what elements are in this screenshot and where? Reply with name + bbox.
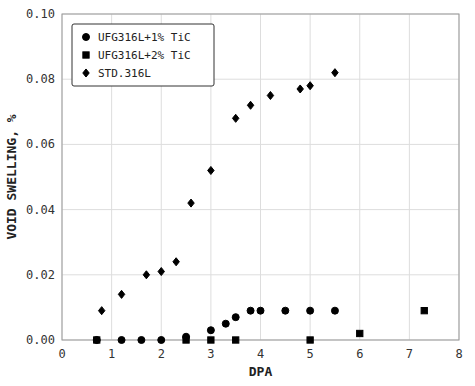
point bbox=[232, 314, 239, 321]
tick-label: 4 bbox=[257, 347, 264, 361]
point bbox=[247, 307, 254, 314]
x-axis-label: DPA bbox=[249, 364, 273, 379]
point bbox=[307, 307, 314, 314]
tick-label: 8 bbox=[455, 347, 462, 361]
marks bbox=[93, 69, 427, 344]
point bbox=[331, 307, 338, 314]
point bbox=[158, 337, 165, 344]
point bbox=[98, 307, 104, 315]
tick-label: 7 bbox=[406, 347, 413, 361]
grid-line bbox=[260, 14, 261, 340]
grid-line bbox=[62, 144, 459, 145]
point bbox=[118, 337, 125, 344]
point bbox=[138, 337, 145, 344]
point bbox=[332, 69, 338, 77]
legend-box bbox=[72, 24, 214, 86]
tick-label: 0.04 bbox=[26, 203, 55, 217]
point bbox=[233, 337, 239, 343]
legend-label: UFG316L+2% TiC bbox=[98, 49, 191, 62]
point bbox=[247, 101, 253, 109]
point bbox=[158, 268, 164, 276]
grid-line bbox=[310, 14, 311, 340]
point bbox=[307, 82, 313, 90]
tick-label: 6 bbox=[356, 347, 363, 361]
point bbox=[208, 337, 214, 343]
tick-label: 5 bbox=[307, 347, 314, 361]
legend-marker bbox=[83, 52, 89, 58]
point bbox=[188, 199, 194, 207]
tick-label: 0 bbox=[58, 347, 65, 361]
tick-label: 0.10 bbox=[26, 7, 55, 21]
point bbox=[93, 337, 100, 344]
point bbox=[94, 337, 100, 343]
tick-label: 0.06 bbox=[26, 137, 55, 151]
series bbox=[94, 308, 428, 344]
plot-frame bbox=[62, 14, 459, 340]
grid-line bbox=[62, 209, 459, 210]
point bbox=[143, 271, 149, 279]
grid-line bbox=[359, 14, 360, 340]
chart: 0 1 2 3 4 5 6 7 8 0.00 0.02 0.04 0.06 0.08 0.10 DPA VOID… bbox=[0, 0, 475, 386]
y-axis-label: VOID SWELLING, % bbox=[4, 114, 19, 239]
point bbox=[357, 330, 363, 336]
tick-label: 2 bbox=[158, 347, 165, 361]
grid-line bbox=[62, 274, 459, 275]
grid bbox=[62, 14, 459, 340]
point bbox=[267, 91, 273, 99]
legend-label: UFG316L+1% TiC bbox=[98, 31, 191, 44]
background bbox=[0, 0, 475, 386]
series bbox=[98, 69, 338, 315]
point bbox=[282, 307, 289, 314]
legend-label: STD.316L bbox=[98, 67, 151, 80]
point bbox=[118, 290, 124, 298]
tick-label: 0.02 bbox=[26, 268, 55, 282]
point bbox=[232, 114, 238, 122]
point bbox=[183, 337, 189, 343]
axes: 0 1 2 3 4 5 6 7 8 0.00 0.02 0.04 0.06 0.08 0.10 bbox=[26, 7, 463, 361]
point bbox=[173, 258, 179, 266]
legend: UFG316L+1% TiC UFG316L+2% TiC STD.316L bbox=[72, 24, 214, 86]
tick-label: 0.08 bbox=[26, 72, 55, 86]
tick-label: 0.00 bbox=[26, 333, 55, 347]
point bbox=[257, 307, 264, 314]
tick-label: 1 bbox=[108, 347, 115, 361]
tick-label: 3 bbox=[207, 347, 214, 361]
series bbox=[93, 307, 338, 343]
point bbox=[307, 337, 313, 343]
point bbox=[208, 166, 214, 174]
point bbox=[297, 85, 303, 93]
point bbox=[421, 308, 427, 314]
grid-line bbox=[409, 14, 410, 340]
point bbox=[222, 320, 229, 327]
point bbox=[207, 327, 214, 334]
legend-marker bbox=[83, 69, 89, 77]
legend-marker bbox=[83, 34, 90, 41]
